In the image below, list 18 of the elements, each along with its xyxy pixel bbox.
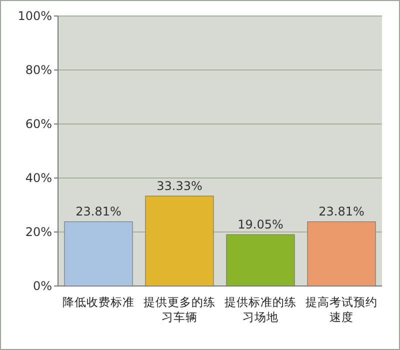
bar	[64, 221, 133, 286]
y-tick-label: 60%	[25, 117, 52, 131]
y-tick-label: 20%	[25, 225, 52, 239]
data-label: 23.81%	[76, 204, 122, 219]
x-tick-label: 提供标准的练习场地	[224, 295, 296, 324]
bar	[145, 196, 214, 286]
data-label: 23.81%	[318, 204, 364, 219]
y-tick-label: 0%	[32, 279, 52, 293]
x-tick-label: 降低收费标准	[62, 295, 134, 309]
y-tick-label: 80%	[25, 63, 52, 77]
x-tick-label: 提高考试预约速度	[306, 295, 378, 324]
y-tick-label: 40%	[25, 171, 52, 185]
x-tick-label: 提供更多的练习车辆	[144, 295, 216, 324]
y-tick-label: 100%	[18, 9, 52, 23]
bar	[226, 234, 295, 286]
data-label: 33.33%	[156, 179, 202, 194]
data-label: 19.05%	[238, 218, 284, 232]
bar	[307, 221, 376, 286]
